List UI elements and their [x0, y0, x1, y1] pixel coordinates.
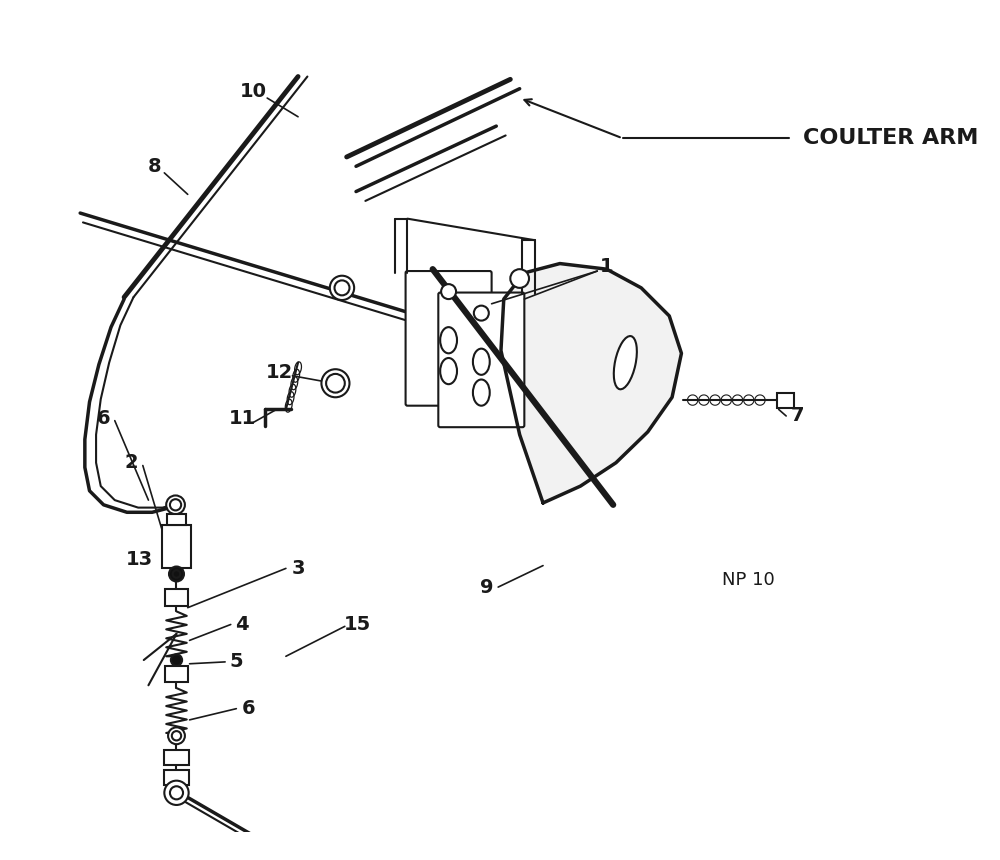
Bar: [165, 666, 188, 683]
FancyBboxPatch shape: [406, 271, 492, 406]
Ellipse shape: [473, 379, 490, 406]
Text: 6: 6: [242, 699, 255, 718]
Text: 10: 10: [240, 82, 267, 101]
Circle shape: [441, 284, 456, 299]
Circle shape: [263, 838, 288, 860]
Circle shape: [166, 495, 185, 514]
Text: 13: 13: [126, 550, 153, 568]
Circle shape: [335, 280, 349, 295]
Text: 9: 9: [480, 578, 494, 597]
Text: 1: 1: [600, 257, 613, 276]
Ellipse shape: [440, 327, 457, 353]
Text: 2: 2: [125, 453, 138, 472]
Text: COULTER ARM: COULTER ARM: [803, 128, 978, 148]
Circle shape: [326, 374, 345, 393]
Text: 15: 15: [344, 615, 372, 634]
Circle shape: [168, 728, 185, 744]
Bar: [777, 393, 794, 408]
Text: 6: 6: [97, 409, 110, 428]
FancyBboxPatch shape: [438, 292, 524, 427]
Ellipse shape: [614, 336, 637, 390]
Text: 8: 8: [148, 157, 162, 175]
Text: 7: 7: [791, 407, 804, 426]
Circle shape: [170, 786, 183, 799]
Circle shape: [171, 654, 182, 666]
Circle shape: [474, 305, 489, 321]
Bar: [164, 750, 189, 765]
Text: 5: 5: [230, 653, 243, 672]
Bar: [162, 525, 191, 568]
Circle shape: [321, 369, 349, 397]
Circle shape: [172, 731, 181, 740]
Circle shape: [164, 781, 189, 805]
Circle shape: [330, 276, 354, 300]
Text: 11: 11: [228, 409, 256, 428]
Circle shape: [510, 269, 529, 288]
Bar: [164, 771, 189, 785]
Bar: [165, 589, 188, 605]
Ellipse shape: [473, 348, 490, 375]
Circle shape: [169, 567, 184, 581]
Text: NP 10: NP 10: [722, 571, 775, 588]
Bar: [167, 514, 186, 525]
Circle shape: [173, 570, 180, 578]
Circle shape: [170, 499, 181, 511]
Ellipse shape: [440, 358, 457, 384]
Polygon shape: [501, 263, 681, 503]
Ellipse shape: [267, 842, 284, 857]
Text: 3: 3: [291, 559, 305, 578]
Text: 4: 4: [235, 615, 249, 634]
Text: 12: 12: [266, 363, 293, 382]
